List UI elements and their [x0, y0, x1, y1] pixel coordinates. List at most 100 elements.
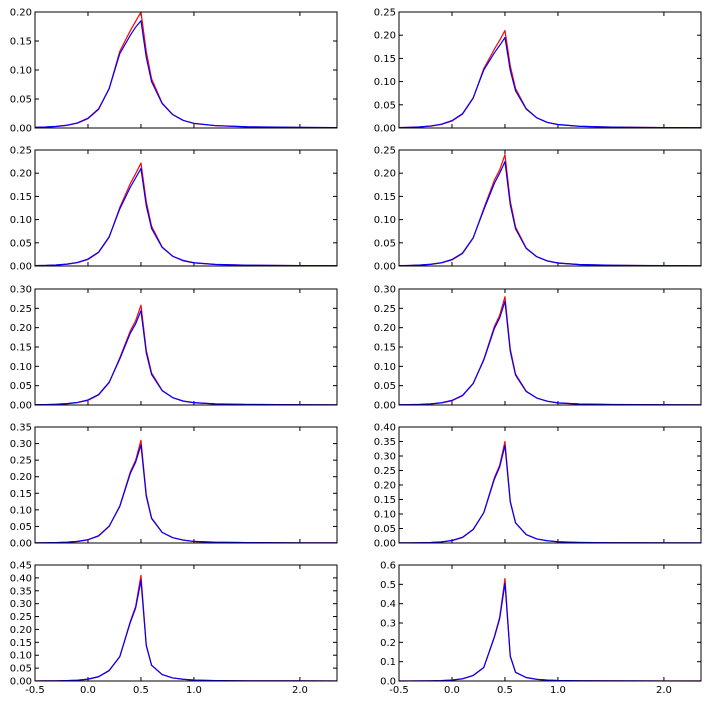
y-tick-label: 0.35: [10, 423, 32, 434]
series-line-1: [398, 440, 702, 544]
y-tick-label: 0.15: [10, 37, 32, 48]
y-tick-label: 0.15: [374, 343, 396, 354]
x-tick-label: 0.5: [133, 685, 149, 696]
y-tick-label: 0.20: [10, 625, 32, 636]
y-tick-label: 0.20: [10, 169, 32, 180]
y-tick-label: 0.25: [10, 146, 32, 157]
y-tick-label: 0.20: [374, 481, 396, 492]
y-tick-label: 0.05: [374, 100, 396, 111]
y-tick-label: 0.25: [10, 456, 32, 467]
axes-frame: [34, 426, 338, 544]
y-tick-label: 0.10: [374, 510, 396, 521]
y-tick-label: 0.00: [10, 262, 32, 273]
y-tick-label: 0.15: [374, 54, 396, 65]
axes-frame: [398, 426, 702, 544]
y-tick-label: 0.30: [10, 285, 32, 296]
y-tick-label: 0.15: [10, 638, 32, 649]
y-tick-label: 0.1: [380, 657, 396, 668]
y-tick-label: 0.05: [374, 238, 396, 249]
y-tick-label: 0.00: [10, 677, 32, 688]
x-tick-label: 0.0: [444, 685, 460, 696]
panel-1: 0.00 0.05 0.10 0.15 0.20: [10, 8, 338, 135]
series-line-1: [398, 577, 702, 682]
y-tick-label: 0.05: [374, 524, 396, 535]
y-tick-label: 0.4: [380, 599, 396, 610]
panel-2: 0.00 0.05 0.10 0.15 0.20 0.25: [374, 8, 702, 135]
x-tick-label: 2.0: [656, 685, 672, 696]
y-tick-label: 0.10: [10, 215, 32, 226]
y-tick-label: 0.05: [10, 522, 32, 533]
y-tick-label: 0.00: [374, 539, 396, 550]
y-tick-label: 0.20: [374, 169, 396, 180]
y-tick-label: 0.25: [374, 146, 396, 157]
series-line-2: [398, 36, 702, 129]
series-line-2: [398, 161, 702, 267]
y-tick-label: 0.6: [380, 561, 396, 572]
y-tick-label: 0.10: [10, 651, 32, 662]
series-line-2: [34, 20, 338, 129]
y-tick-label: 0.00: [10, 401, 32, 412]
series-line-1: [398, 154, 702, 267]
axes-frame: [398, 149, 702, 267]
x-tick-label: 1.0: [550, 685, 566, 696]
axes-frame: [398, 564, 702, 682]
series-line-2: [398, 300, 702, 406]
y-tick-label: 0.20: [10, 323, 32, 334]
axes-frame: [34, 288, 338, 406]
series-line-1: [34, 574, 338, 682]
y-tick-label: 0.10: [10, 66, 32, 77]
panel-7: 0.00 0.05 0.10 0.15 0.20 0.25 0.30 0.35: [10, 423, 338, 550]
y-tick-label: 0.3: [380, 619, 396, 630]
y-tick-label: 0.2: [380, 638, 396, 649]
series-line-1: [34, 304, 338, 406]
series-line-1: [34, 162, 338, 267]
y-tick-label: 0.15: [10, 192, 32, 203]
y-tick-label: 0.10: [10, 362, 32, 373]
y-tick-label: 0.30: [10, 439, 32, 450]
y-tick-label: 0.35: [374, 437, 396, 448]
y-tick-label: 0.05: [374, 381, 396, 392]
y-tick-label: 0.05: [10, 381, 32, 392]
y-tick-label: 0.10: [374, 77, 396, 88]
y-tick-label: 0.20: [374, 31, 396, 42]
y-tick-label: 0.05: [10, 664, 32, 675]
y-tick-label: 0.05: [10, 238, 32, 249]
y-tick-label: 0.25: [10, 612, 32, 623]
panel-3: 0.00 0.05 0.10 0.15 0.20 0.25: [10, 146, 338, 273]
axes-frame: [34, 564, 338, 682]
series-line-2: [34, 310, 338, 406]
series-line-2: [34, 167, 338, 267]
y-tick-label: 0.00: [374, 401, 396, 412]
y-tick-label: 0.5: [380, 580, 396, 591]
y-tick-label: 0.00: [10, 539, 32, 550]
series-line-1: [398, 296, 702, 406]
series-line-1: [398, 29, 702, 129]
y-tick-label: 0.00: [374, 124, 396, 135]
y-tick-label: 0.40: [10, 573, 32, 584]
y-tick-label: 0.10: [374, 362, 396, 373]
panel-4: 0.00 0.05 0.10 0.15 0.20 0.25: [374, 146, 702, 273]
panel-6: 0.00 0.05 0.10 0.15 0.20 0.25 0.30: [374, 285, 702, 412]
y-tick-label: 0.15: [10, 489, 32, 500]
panel-8: 0.00 0.05 0.10 0.15 0.20 0.25 0.30 0.35 0.40: [374, 423, 702, 550]
x-tick-label: 0.0: [80, 685, 96, 696]
y-tick-label: 0.25: [374, 304, 396, 315]
series-line-1: [34, 11, 338, 129]
y-tick-label: 0.10: [374, 215, 396, 226]
panel-10: 0.00.10.20.30.40.50.6-0.5 0.0 0.5 1.0 2.0: [380, 561, 702, 696]
y-tick-label: 0.25: [374, 466, 396, 477]
y-tick-label: 0.10: [10, 505, 32, 516]
x-tick-label: -0.5: [25, 685, 45, 696]
y-tick-label: 0.20: [10, 8, 32, 19]
y-tick-label: 0.45: [10, 561, 32, 572]
y-tick-label: 0.25: [10, 304, 32, 315]
y-tick-label: 0.25: [374, 8, 396, 19]
x-tick-label: 0.5: [497, 685, 513, 696]
y-tick-label: 0.15: [374, 192, 396, 203]
y-tick-label: 0.40: [374, 423, 396, 434]
y-tick-label: 0.20: [374, 323, 396, 334]
y-tick-label: 0.00: [374, 262, 396, 273]
series-line-2: [34, 579, 338, 682]
panel-9: 0.00 0.05 0.10 0.15 0.20 0.25 0.30 0.35 0.400.45…: [10, 561, 338, 696]
